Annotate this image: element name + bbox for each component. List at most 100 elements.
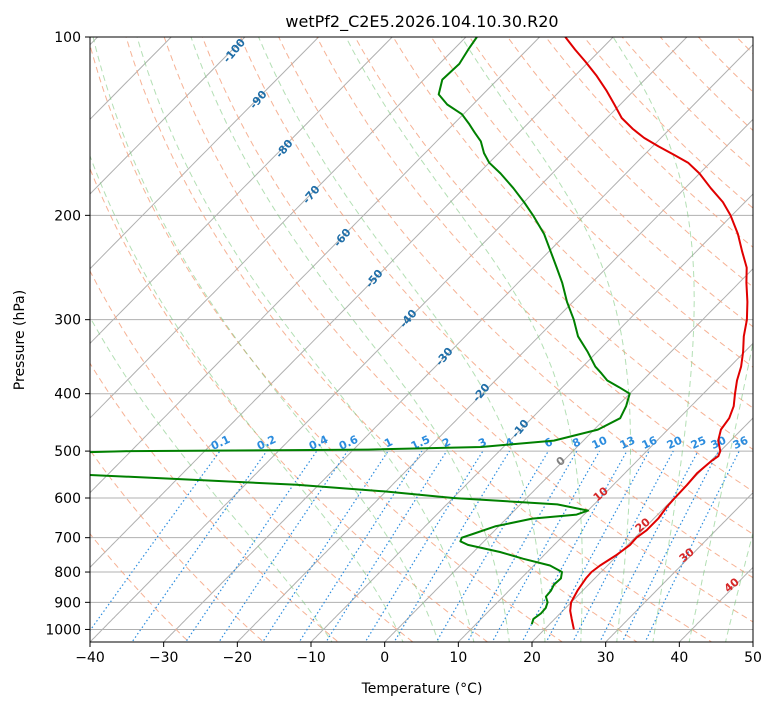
y-tick-label: 800: [54, 565, 81, 581]
moist-adiabat-line: [725, 531, 753, 642]
mixing-ratio-line: [435, 450, 549, 642]
dry-adiabat-line: [468, 37, 753, 328]
mixing-ratio-label: 20: [665, 434, 685, 452]
moist-adiabat-line: [612, 37, 695, 642]
mixing-ratio-line: [90, 450, 221, 632]
mixing-ratio-label: 3: [476, 435, 488, 450]
isotherm-line: [90, 37, 541, 494]
mixing-ratio-line: [262, 450, 389, 642]
mixing-ratio-line: [218, 450, 348, 642]
isotherm-line: [90, 37, 614, 569]
line-labels: 0.1 0.2 0.4 0.6 1 1.5 2 3 4 6 8 10 13 16 20 25 30 36-100-…: [209, 36, 751, 595]
moist-adiabat-label: 10: [591, 484, 611, 504]
x-tick-label: −30: [149, 650, 179, 666]
isotherm-line: [90, 37, 172, 121]
dry-adiabat-line: [506, 37, 753, 288]
dry-adiabat-line: [430, 37, 753, 368]
dry-adiabat-line: [201, 37, 753, 623]
x-tick-label: 20: [523, 650, 541, 666]
moist-adiabat-line: [688, 339, 753, 642]
dry-adiabat-label: -100: [220, 36, 248, 66]
y-tick-label: 200: [54, 208, 81, 224]
x-tick-label: −40: [75, 650, 105, 666]
dry-adiabat-line: [316, 37, 753, 493]
x-tick-label: −20: [223, 650, 253, 666]
isotherm-line: [531, 417, 753, 642]
dry-adiabat-line: [583, 37, 753, 209]
dry-adiabat-line: [163, 37, 713, 642]
x-tick-label: −10: [296, 650, 326, 666]
y-tick-label: 1000: [45, 622, 81, 638]
plot-frame: [89, 36, 754, 643]
dry-adiabat-line: [392, 37, 753, 409]
moist-adiabat-label: 0: [554, 454, 568, 469]
mixing-ratio-label: 36: [731, 434, 751, 452]
isotherm-line: [236, 118, 753, 642]
y-tick-label: 100: [54, 30, 81, 46]
y-tick-label: 600: [54, 491, 81, 507]
profiles: [90, 37, 749, 630]
x-tick-label: 0: [380, 650, 389, 666]
dry-adiabat-line: [659, 37, 753, 132]
x-tick-label: 40: [670, 650, 688, 666]
y-axis-label: Pressure (hPa): [12, 290, 28, 390]
y-tick-label: 500: [54, 444, 81, 460]
mixing-ratio-line: [545, 450, 650, 642]
mixing-ratio-label: 16: [640, 434, 660, 452]
dry-adiabat-line: [354, 37, 753, 451]
dry-adiabat-line: [735, 37, 753, 55]
dry-adiabat-label: -10: [509, 417, 532, 441]
mixing-ratio-line: [466, 450, 578, 642]
mixing-ratio-label: 25: [689, 434, 708, 452]
y-axis-ticks: 1000 900 800 700 600 500 400 300 200 100: [45, 30, 90, 638]
mixing-ratio-label: 1.5: [409, 433, 432, 453]
isotherm-line: [90, 37, 467, 419]
moist-adiabat-label: 30: [677, 545, 697, 565]
mixing-ratio-line: [131, 450, 268, 642]
isotherm-line: [310, 193, 753, 642]
mixing-ratio-line: [325, 450, 448, 642]
dry-adiabat-line: [545, 37, 753, 248]
y-tick-label: 400: [54, 387, 81, 403]
dry-adiabat-line: [90, 43, 564, 642]
moist-adiabat-line: [90, 154, 404, 642]
moist-adiabat-line: [92, 37, 440, 642]
background-lines: [90, 10, 775, 654]
moist-adiabat-line: [759, 37, 775, 654]
dry-adiabat-label: -90: [247, 88, 270, 112]
y-tick-label: 300: [54, 313, 81, 329]
x-axis-ticks: −40 −30 −20 −10 0 10 20 30 40 50: [75, 642, 762, 666]
isotherm-line: [90, 37, 688, 642]
dry-adiabat-line: [748, 10, 775, 654]
isotherm-line: [678, 566, 753, 642]
isotherm-line: [604, 491, 753, 642]
isotherm-line: [752, 641, 753, 642]
mixing-ratio-line: [185, 450, 318, 642]
isotherm-line: [457, 342, 753, 642]
chart-title: wetPf2_C2E5.2026.104.10.30.R20: [285, 12, 558, 32]
y-tick-label: 900: [54, 595, 81, 611]
y-tick-label: 700: [54, 531, 81, 547]
mixing-ratio-label: 10: [590, 434, 610, 452]
dry-adiabat-line: [90, 449, 265, 642]
moist-adiabat-label: 40: [722, 575, 742, 595]
moist-adiabat-line: [90, 316, 333, 642]
moist-adiabat-line: [190, 37, 510, 642]
moist-adiabat-line: [136, 37, 475, 642]
dry-adiabat-label: -80: [273, 137, 296, 161]
moist-adiabat-line: [345, 37, 583, 642]
mixing-ratio-line: [644, 450, 740, 642]
temperature-profile: [564, 37, 749, 630]
mixing-ratio-label: 13: [618, 434, 637, 452]
x-axis-label: Temperature (°C): [361, 681, 483, 697]
mixing-ratio-line: [298, 450, 423, 642]
isotherm-line: [90, 37, 320, 270]
dry-adiabat-label: -70: [300, 183, 323, 207]
dewpoint-profile: [90, 37, 631, 625]
x-tick-label: 50: [744, 650, 762, 666]
x-tick-label: 30: [597, 650, 615, 666]
x-tick-label: 10: [449, 650, 467, 666]
mixing-ratio-label: 6: [542, 435, 555, 450]
isotherm-line: [383, 268, 753, 642]
mixing-ratio-line: [521, 450, 628, 642]
